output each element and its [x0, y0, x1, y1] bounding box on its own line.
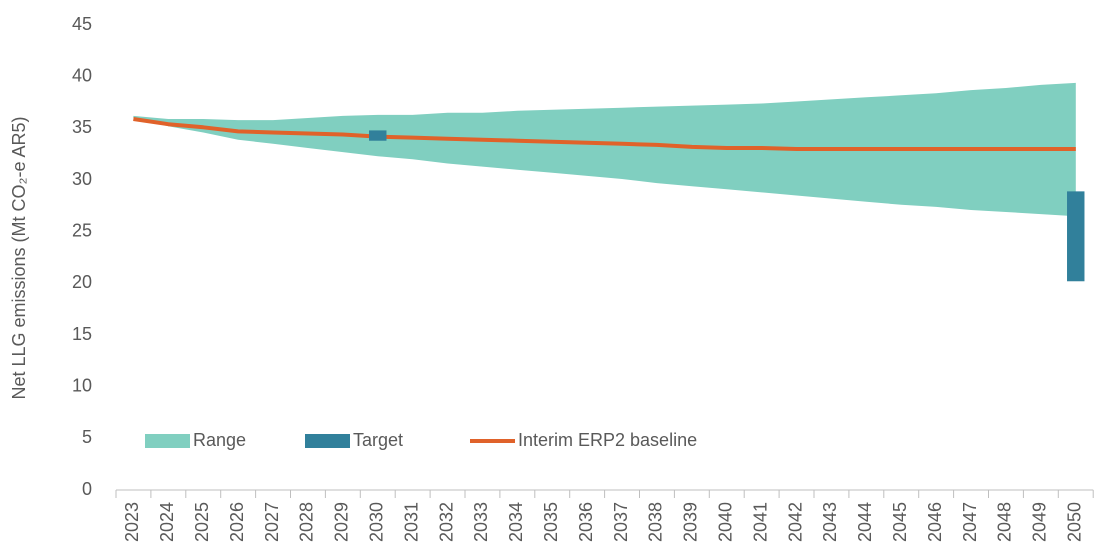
x-tick-label: 2036: [576, 502, 596, 542]
x-tick-label: 2050: [1065, 502, 1085, 542]
x-tick-label: 2045: [890, 502, 910, 542]
x-tick-label: 2046: [925, 502, 945, 542]
y-tick-label: 40: [72, 65, 92, 85]
y-axis-title: Net LLG emissions (Mt CO₂-e AR5): [9, 116, 29, 399]
y-tick-label: 15: [72, 324, 92, 344]
x-tick-label: 2042: [785, 502, 805, 542]
x-tick-label: 2028: [297, 502, 317, 542]
y-tick-label: 30: [72, 169, 92, 189]
x-tick-label: 2024: [157, 502, 177, 542]
y-tick-label: 45: [72, 14, 92, 34]
y-tick-label: 0: [82, 479, 92, 499]
x-tick-label: 2032: [436, 502, 456, 542]
y-tick-label: 25: [72, 220, 92, 240]
x-tick-label: 2049: [1030, 502, 1050, 542]
y-tick-label: 5: [82, 427, 92, 447]
y-tick-label: 20: [72, 272, 92, 292]
x-tick-label: 2040: [716, 502, 736, 542]
x-tick-label: 2035: [541, 502, 561, 542]
target-bar: [369, 130, 387, 141]
legend-label: Target: [353, 430, 403, 450]
x-tick-label: 2029: [332, 502, 352, 542]
legend-label: Range: [193, 430, 246, 450]
legend-swatch: [145, 434, 190, 448]
x-tick-label: 2031: [401, 502, 421, 542]
x-tick-label: 2025: [192, 502, 212, 542]
range-area: [133, 82, 1076, 217]
y-tick-label: 10: [72, 375, 92, 395]
x-tick-label: 2041: [750, 502, 770, 542]
legend-swatch: [305, 434, 350, 448]
x-tick-label: 2034: [506, 502, 526, 542]
x-tick-label: 2030: [367, 502, 387, 542]
y-tick-label: 35: [72, 117, 92, 137]
x-tick-label: 2026: [227, 502, 247, 542]
x-tick-label: 2027: [262, 502, 282, 542]
x-tick-label: 2023: [122, 502, 142, 542]
x-tick-label: 2033: [471, 502, 491, 542]
x-tick-label: 2038: [646, 502, 666, 542]
legend-label: Interim ERP2 baseline: [518, 430, 697, 450]
x-tick-label: 2047: [960, 502, 980, 542]
baseline-line: [133, 117, 1076, 151]
x-tick-label: 2039: [681, 502, 701, 542]
x-tick-label: 2043: [820, 502, 840, 542]
x-tick-label: 2044: [855, 502, 875, 542]
target-bar: [1067, 191, 1085, 282]
x-tick-label: 2037: [611, 502, 631, 542]
x-tick-label: 2048: [995, 502, 1015, 542]
